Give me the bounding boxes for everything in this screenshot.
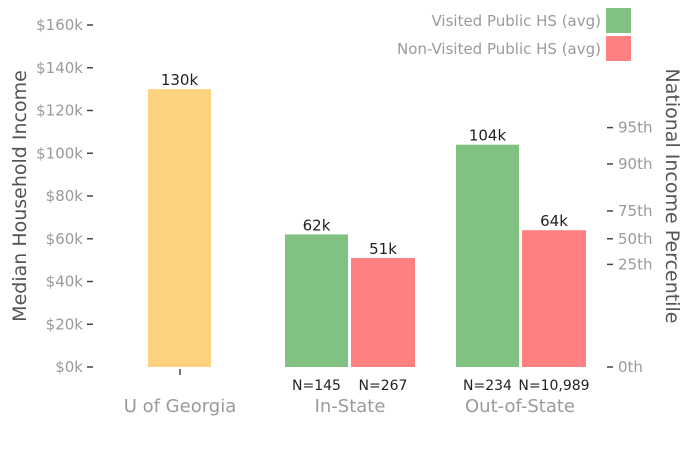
bar-value-label: 62k xyxy=(303,216,331,234)
y2-tick-label: 95th xyxy=(618,119,652,137)
x-category-label: U of Georgia xyxy=(124,396,237,417)
bar xyxy=(456,144,519,367)
bar xyxy=(351,257,415,367)
bar-value-label: 51k xyxy=(369,240,397,258)
bar xyxy=(522,230,586,367)
legend-label: Non-Visited Public HS (avg) xyxy=(397,40,601,58)
bar xyxy=(148,89,211,367)
y2-tick-label: 25th xyxy=(618,255,652,273)
x-axis: U of Georgia In-State Out-of-State xyxy=(124,369,575,417)
y-tick-label: $20k xyxy=(46,315,84,333)
sample-size-label: N=10,989 xyxy=(518,378,589,394)
sample-size-label: N=267 xyxy=(359,378,408,394)
legend-swatch xyxy=(606,36,631,61)
legend-label: Visited Public HS (avg) xyxy=(431,12,601,30)
bars: 130k 62k N=145 51k N=267 104k N=234 64k N=10,989 xyxy=(148,71,590,394)
y-tick-label: $100k xyxy=(36,144,83,162)
y-axis-right: 0th 25th 50th 75th 90th 95th xyxy=(607,119,652,376)
y2-tick-label: 75th xyxy=(618,202,652,220)
x-category-label: In-State xyxy=(315,396,386,417)
x-category-label: Out-of-State xyxy=(465,396,575,417)
sample-size-label: N=234 xyxy=(463,378,512,394)
y2-tick-label: 90th xyxy=(618,155,652,173)
bar-value-label: 104k xyxy=(469,127,507,145)
y-tick-label: $40k xyxy=(46,273,84,291)
bar-value-label: 64k xyxy=(540,212,568,230)
y-tick-label: $0k xyxy=(55,358,83,376)
bar xyxy=(285,234,348,367)
legend: Visited Public HS (avg) Non-Visited Publi… xyxy=(397,8,631,61)
legend-swatch xyxy=(606,8,631,33)
bar-value-label: 130k xyxy=(161,71,199,89)
y-tick-label: $160k xyxy=(36,16,83,34)
y2-tick-label: 50th xyxy=(618,230,652,248)
y2-tick-label: 0th xyxy=(618,358,643,376)
y-tick-label: $140k xyxy=(36,59,83,77)
y-tick-label: $120k xyxy=(36,102,83,120)
sample-size-label: N=145 xyxy=(292,378,341,394)
y-axis-title: Median Household Income xyxy=(9,70,31,322)
y-axis-left: $0k $20k $40k $60k $80k $100k $120k $140k $160k xyxy=(36,16,93,376)
y-tick-label: $80k xyxy=(46,187,84,205)
y2-axis-title: National Income Percentile xyxy=(661,69,683,324)
y-tick-label: $60k xyxy=(46,230,84,248)
